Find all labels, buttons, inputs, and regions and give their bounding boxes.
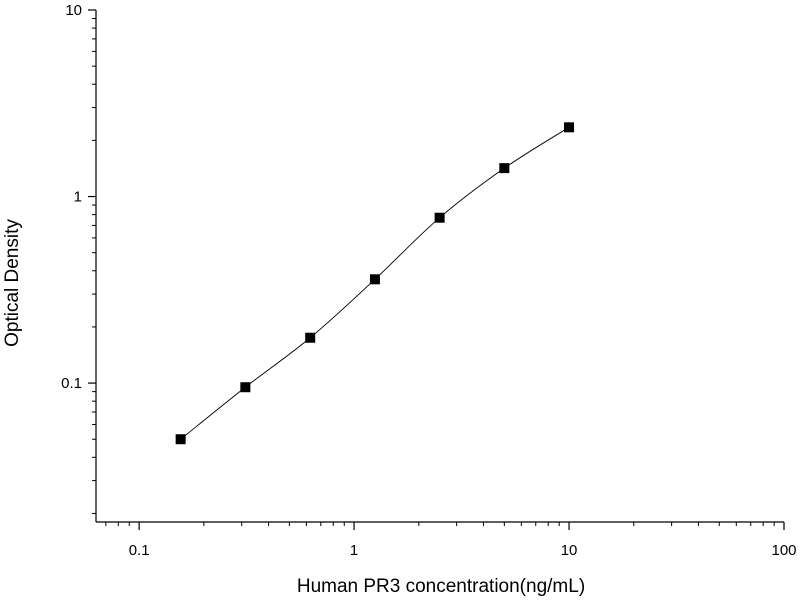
data-point xyxy=(499,163,510,174)
data-points xyxy=(175,122,575,445)
x-axis-label: Human PR3 concentration(ng/mL) xyxy=(297,576,585,597)
data-point xyxy=(564,122,575,133)
data-point xyxy=(369,274,380,285)
y-axis-label: Optical Density xyxy=(2,219,23,347)
y-tick-label: 10 xyxy=(65,2,82,19)
axes xyxy=(95,10,784,523)
x-tick-label: 0.1 xyxy=(129,542,150,559)
data-point xyxy=(305,332,316,343)
data-point xyxy=(434,212,445,223)
y-tick-label: 0.1 xyxy=(61,375,82,392)
y-tick-label: 1 xyxy=(74,189,82,206)
data-point xyxy=(240,382,251,393)
ticks: 0.1 1 10 100 0.1 1 10 xyxy=(61,2,796,559)
x-tick-label: 100 xyxy=(771,542,796,559)
x-tick-label: 1 xyxy=(350,542,358,559)
data-point xyxy=(175,434,186,445)
x-tick-label: 10 xyxy=(561,542,578,559)
